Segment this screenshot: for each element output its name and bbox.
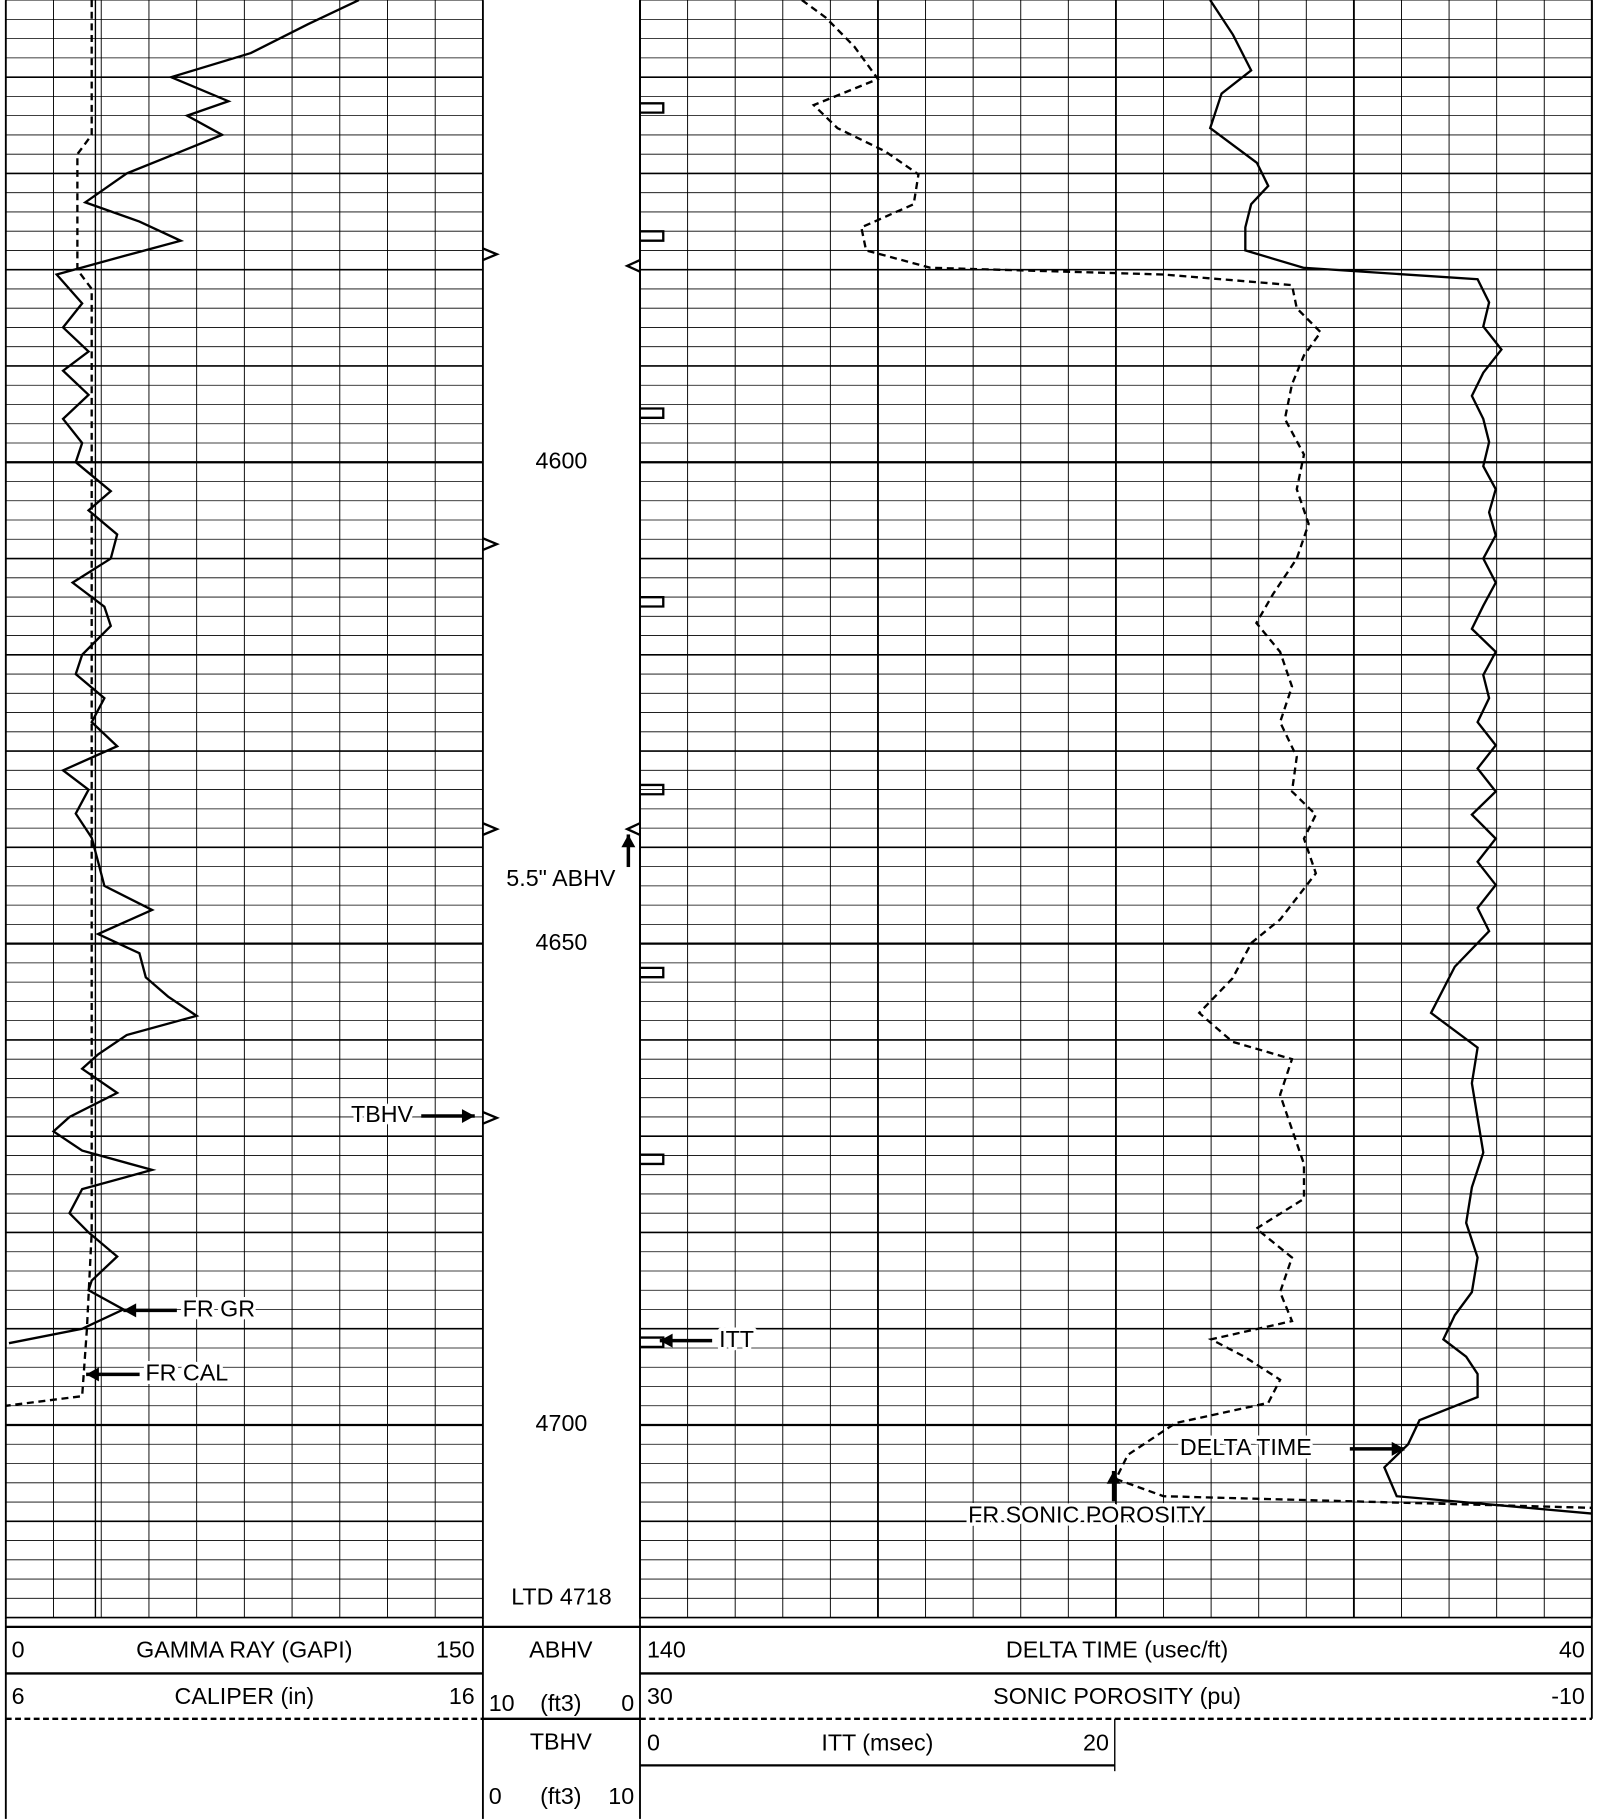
header-label: ABHV [529, 1636, 593, 1662]
marks [5, 0, 1592, 1515]
header-label: -10 [1551, 1683, 1585, 1709]
total-depth-label: LTD 4718 [511, 1583, 611, 1609]
itt-tick [640, 596, 665, 608]
header-label: TBHV [530, 1728, 593, 1754]
tbhv-tick [482, 822, 500, 836]
header-label: 10 [489, 1690, 515, 1716]
header-label: 16 [449, 1683, 475, 1709]
header-label: 0 [647, 1730, 660, 1756]
header-label: 0 [489, 1783, 502, 1809]
log-curve [1208, 0, 1592, 1515]
itt-tick [640, 1153, 665, 1166]
abhv-tick [624, 822, 641, 836]
header-label: ITT (msec) [821, 1730, 933, 1756]
header-label: 0 [621, 1690, 634, 1716]
arrow-head [86, 1367, 99, 1382]
arrow-head [659, 1333, 673, 1348]
itt-tick [640, 966, 665, 979]
arrow-head [621, 834, 636, 848]
annotation: FR SONIC POROSITY [968, 1501, 1206, 1527]
log-curve [8, 0, 360, 1345]
header-label: 40 [1559, 1636, 1585, 1662]
header-label: DELTA TIME (usec/ft) [1006, 1636, 1228, 1662]
header-label: SONIC POROSITY (pu) [993, 1683, 1241, 1709]
header-label: 0 [12, 1636, 25, 1662]
header-label: (ft3) [540, 1690, 581, 1716]
header-label: 150 [436, 1636, 475, 1662]
itt-tick [640, 102, 665, 114]
arrow-head [461, 1109, 475, 1124]
abhv-tick [624, 258, 641, 273]
itt-tick [640, 407, 665, 419]
header-label: CALIPER (in) [175, 1683, 315, 1709]
itt-tick [640, 230, 665, 242]
header-label: 20 [1083, 1730, 1109, 1756]
tbhv-tick [482, 1111, 500, 1125]
annotation: 5.5" ABHV [506, 865, 616, 891]
depth-label: 4600 [536, 447, 588, 473]
arrow-head [1391, 1441, 1405, 1456]
depth-label: 4650 [536, 929, 588, 955]
header-label: 6 [12, 1683, 25, 1709]
labels: 4600 4650 4700 LTD 4718 FR GR FR CAL TBHV 5.5" … [0, 447, 1600, 1819]
header-label: 10 [608, 1783, 634, 1809]
header-label: (ft3) [540, 1783, 581, 1809]
grid [4, 0, 1593, 1819]
header-label: 30 [647, 1683, 673, 1709]
tbhv-tick [482, 247, 500, 262]
annotation: FR GR [183, 1296, 255, 1322]
arrow-head [1106, 1470, 1121, 1484]
annotation: DELTA TIME [1180, 1434, 1312, 1460]
log-curve [801, 0, 1592, 1510]
annotation: FR CAL [145, 1360, 228, 1386]
depth-label: 4700 [536, 1410, 588, 1436]
header-label: 140 [647, 1636, 686, 1662]
itt-tick [640, 783, 665, 796]
header-label: GAMMA RAY (GAPI) [136, 1636, 352, 1662]
annotation: TBHV [351, 1101, 414, 1127]
tbhv-tick [482, 537, 500, 551]
annotation: ITT [719, 1326, 754, 1352]
arrow-head [123, 1303, 137, 1318]
